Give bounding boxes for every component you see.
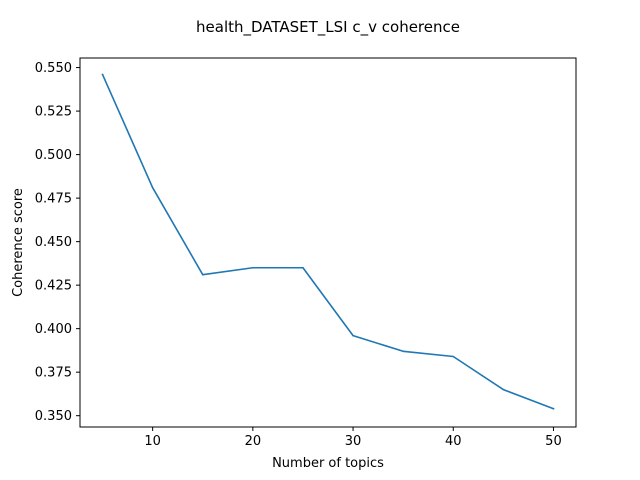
x-tick-label: 20 [245, 434, 262, 449]
y-tick-label: 0.475 [35, 192, 72, 207]
y-tick-label: 0.425 [35, 279, 72, 294]
x-tick-label: 30 [345, 434, 362, 449]
x-axis-ticks: 10 20 30 40 50 [144, 427, 562, 449]
y-tick-label: 0.400 [35, 322, 72, 337]
data-point [302, 266, 304, 269]
data-point [201, 273, 204, 276]
x-tick-label: 40 [445, 434, 462, 449]
y-tick-label: 0.550 [35, 61, 72, 76]
y-tick-label: 0.375 [35, 366, 72, 381]
x-axis-label: Number of topics [272, 456, 384, 471]
data-point [502, 388, 505, 391]
series-line [101, 73, 555, 410]
data-point [552, 407, 555, 410]
y-tick-label: 0.450 [35, 235, 72, 250]
y-axis-label: Coherence score [11, 188, 26, 297]
y-tick-label: 0.350 [35, 409, 72, 424]
x-tick-label: 10 [144, 434, 161, 449]
data-point [402, 350, 404, 353]
plot-area: 0.350 0.375 0.400 0.425 0.450 0.475 0.500 0.525… [35, 57, 577, 449]
data-point [101, 73, 104, 76]
axes-frame [79, 57, 577, 428]
y-axis-ticks: 0.350 0.375 0.400 0.425 0.450 0.475 0.500 0.525… [35, 61, 80, 424]
data-point [252, 266, 254, 269]
chart-title: health_DATASET_LSI c_v coherence [196, 18, 460, 37]
data-point [352, 334, 354, 337]
data-point [452, 355, 455, 358]
y-tick-label: 0.500 [35, 148, 72, 163]
data-point [151, 186, 154, 189]
series-layer [101, 73, 555, 410]
x-tick-label: 50 [545, 434, 562, 449]
y-tick-label: 0.525 [35, 105, 72, 120]
